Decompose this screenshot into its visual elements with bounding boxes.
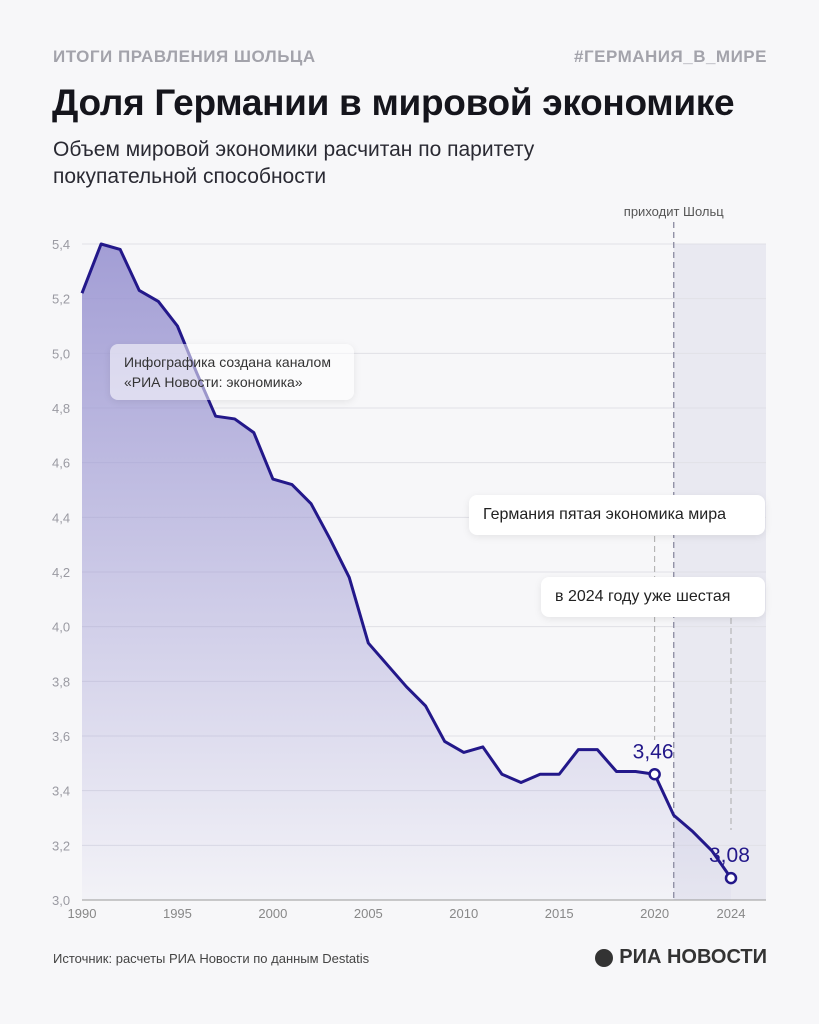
y-tick-label: 5,2	[52, 292, 70, 307]
credit-note: Инфографика создана каналом «РИА Новости…	[110, 344, 354, 400]
y-tick-label: 4,0	[52, 620, 70, 635]
annotation-fifth: Германия пятая экономика мира	[469, 495, 765, 535]
x-tick-label: 2015	[545, 906, 574, 921]
y-tick-label: 3,6	[52, 729, 70, 744]
logo-icon	[595, 948, 614, 967]
page-title: Доля Германии в мировой экономике	[52, 82, 735, 123]
y-tick-label: 5,0	[52, 346, 70, 361]
y-tick-label: 4,2	[52, 565, 70, 580]
subtitle: Объем мировой экономики расчитан по пари…	[53, 138, 535, 188]
x-tick-label: 2005	[354, 906, 383, 921]
source: Источник: расчеты РИА Новости по данным …	[53, 951, 370, 966]
logo-text: РИА НОВОСТИ	[619, 946, 767, 968]
y-tick-label: 3,2	[52, 838, 70, 853]
data-label: 3,08	[709, 844, 750, 867]
chart: 3,0 3,2 3,4 3,6 3,8 4,0 4,2 4,4 4,6 4,8 5,0 5,2 5,4 1…	[52, 204, 766, 921]
y-tick-label: 4,8	[52, 401, 70, 416]
highlight-point	[724, 871, 738, 885]
y-tick-label: 4,6	[52, 456, 70, 471]
highlight-point	[648, 768, 661, 781]
y-tick-label: 4,4	[52, 510, 70, 525]
x-tick-label: 1990	[68, 906, 97, 921]
x-tick-label: 2000	[258, 906, 287, 921]
annotation-sixth: в 2024 году уже шестая	[541, 577, 765, 617]
scholz-label: приходит Шольц	[624, 204, 724, 219]
area-fill	[82, 244, 731, 900]
hashtag: #ГЕРМАНИЯ_В_МИРЕ	[574, 47, 767, 66]
y-tick-label: 3,8	[52, 674, 70, 689]
kicker: ИТОГИ ПРАВЛЕНИЯ ШОЛЬЦА	[53, 47, 316, 66]
x-tick-label: 1995	[163, 906, 192, 921]
data-label: 3,46	[633, 740, 674, 763]
x-tick-label: 2020	[640, 906, 669, 921]
x-tick-label: 2010	[449, 906, 478, 921]
y-tick-label: 3,0	[52, 893, 70, 908]
y-tick-label: 5,4	[52, 237, 70, 252]
y-tick-label: 3,4	[52, 784, 70, 799]
logo: РИА НОВОСТИ	[595, 946, 767, 969]
x-tick-label: 2024	[717, 906, 746, 921]
